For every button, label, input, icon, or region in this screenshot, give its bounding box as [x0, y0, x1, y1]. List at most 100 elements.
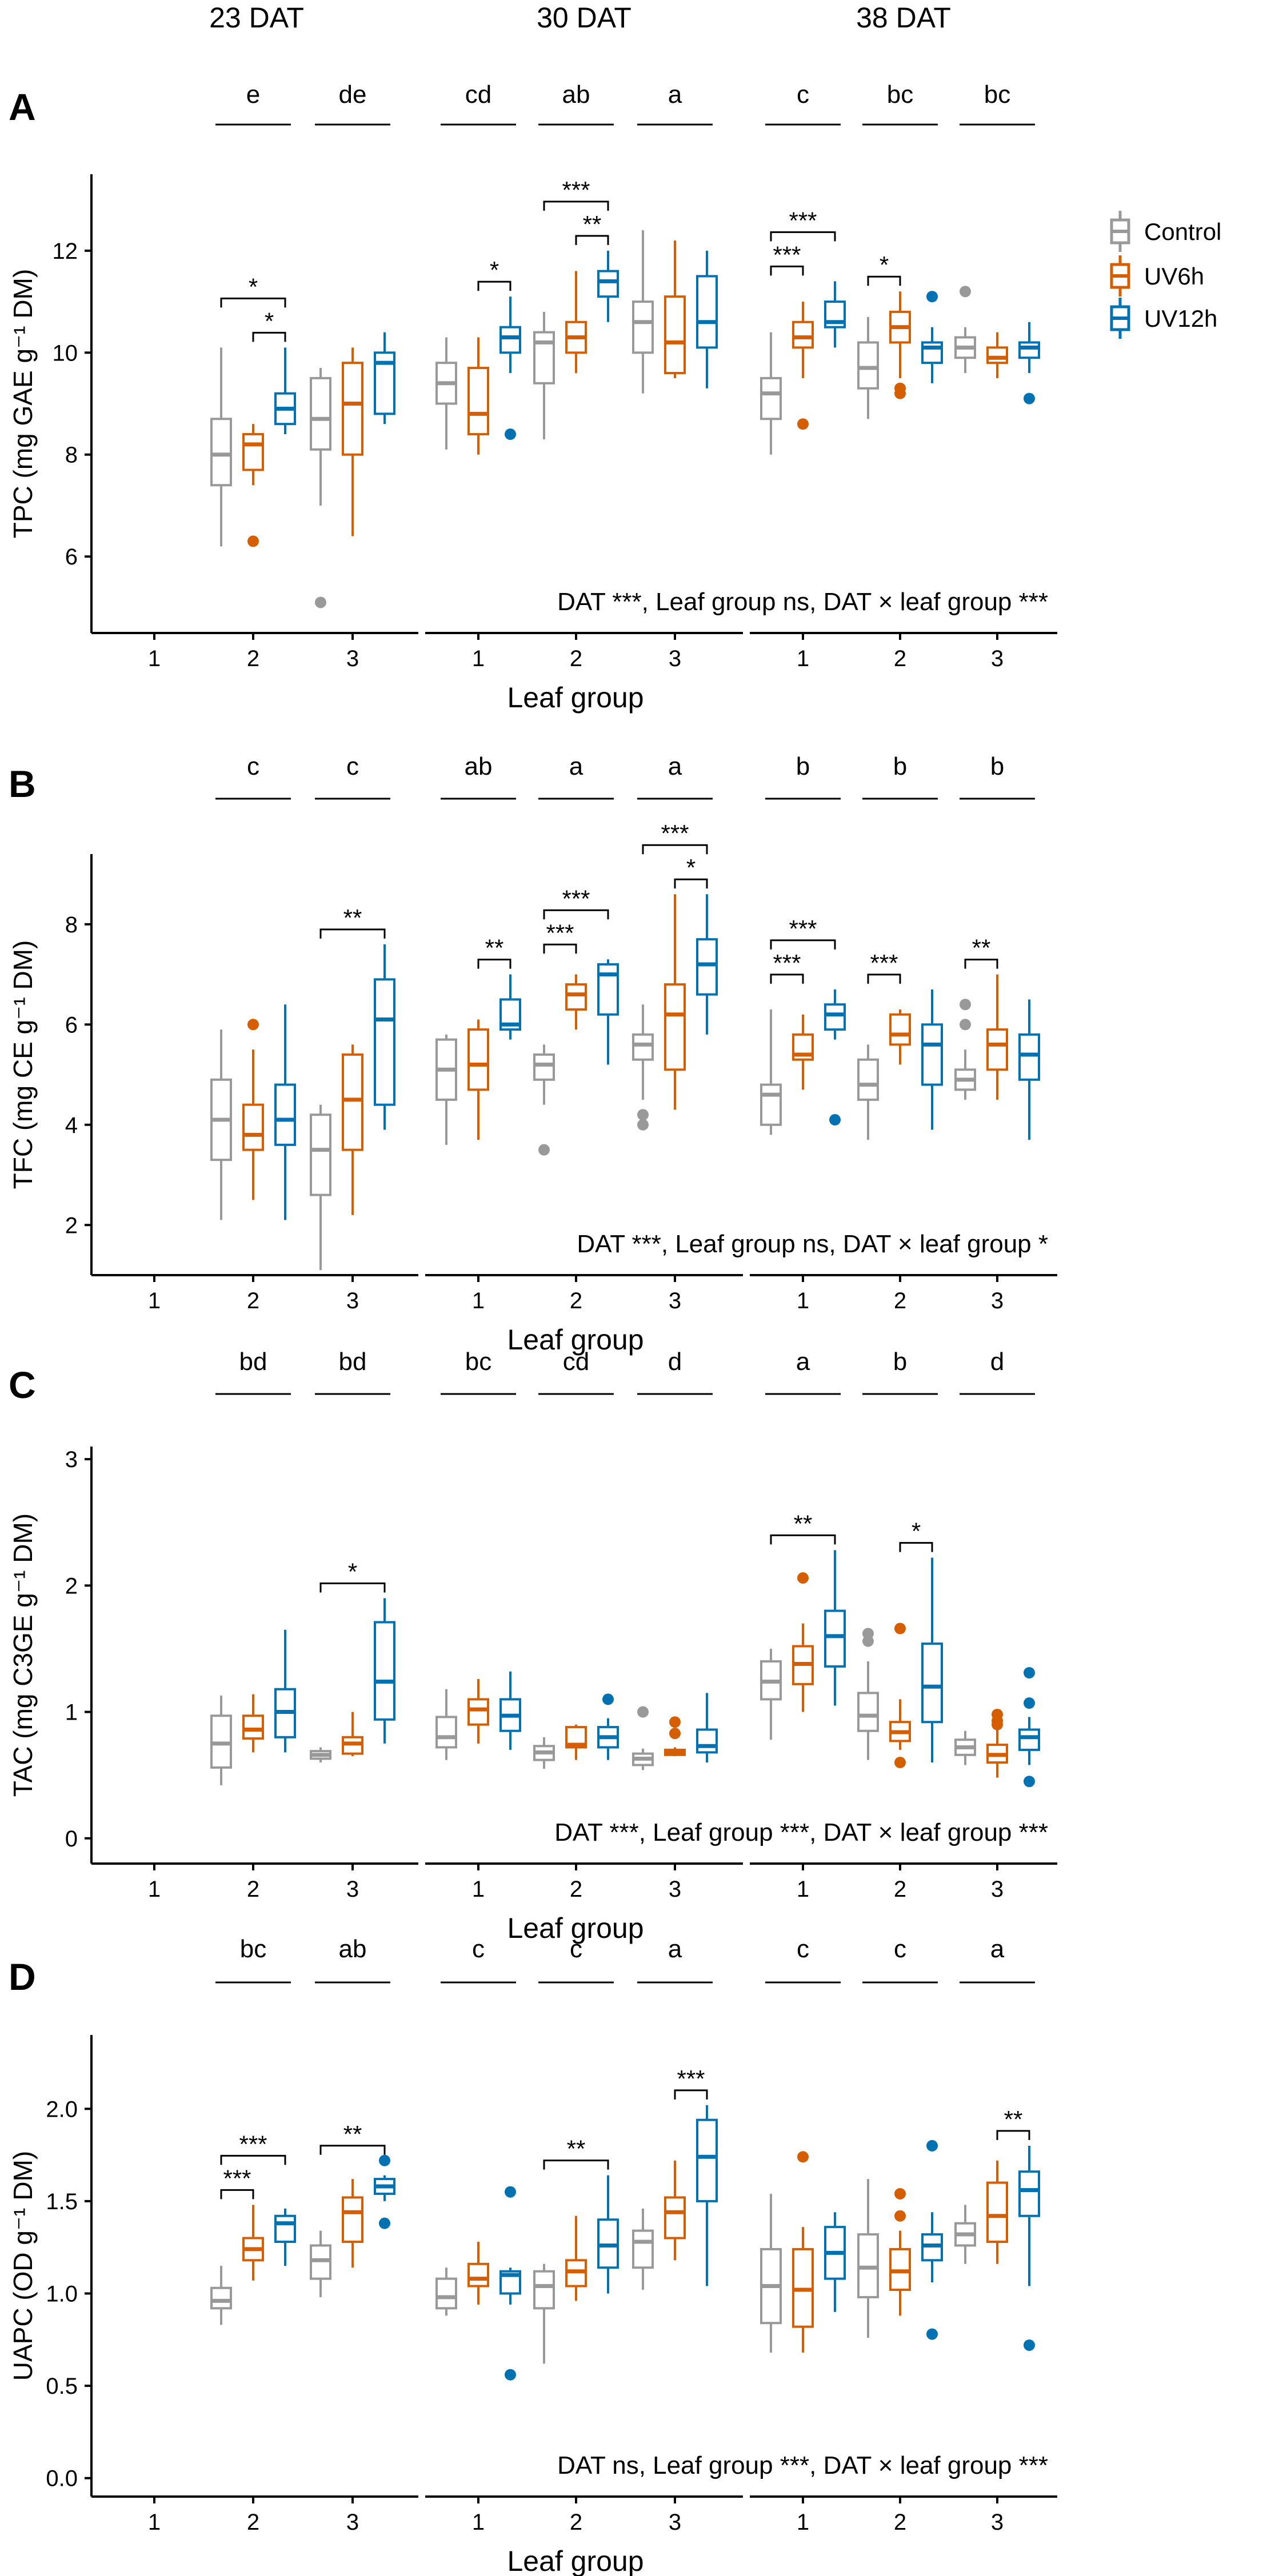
box-uv12h — [824, 281, 846, 348]
bracket-label: *** — [789, 207, 817, 234]
iqr-box — [374, 1621, 395, 1721]
x-tick-label: 3 — [991, 1877, 1004, 1902]
box-control — [533, 1737, 555, 1769]
outlier-point — [797, 418, 809, 430]
outlier-point — [960, 1019, 971, 1031]
significance-bracket: ** — [996, 2106, 1030, 2140]
x-tick-label: 2 — [570, 2510, 582, 2535]
box-uv6h — [792, 302, 814, 430]
bracket-label: *** — [870, 950, 898, 976]
y-tick-label: 2 — [65, 1213, 78, 1238]
x-tick-label: 3 — [346, 1877, 359, 1902]
iqr-box — [467, 2262, 489, 2287]
stats-annotation: DAT ns, Leaf group ***, DAT × leaf group… — [557, 2451, 1048, 2479]
bracket-line — [674, 878, 708, 889]
box-uv6h — [986, 974, 1008, 1100]
iqr-box — [760, 1083, 782, 1126]
box-control — [954, 286, 976, 373]
bracket-line — [477, 281, 511, 291]
significance-letter: a — [796, 1348, 810, 1376]
significance-bracket: *** — [642, 820, 708, 855]
bracket-line — [319, 928, 386, 939]
iqr-box — [632, 1033, 654, 1061]
y-tick-label: 3 — [65, 1447, 78, 1472]
significance-bracket: * — [477, 257, 511, 291]
y-tick-label: 1.5 — [46, 2189, 78, 2214]
significance-letter: c — [894, 1935, 906, 1963]
box-uv6h — [889, 1009, 911, 1065]
outlier-point — [829, 1114, 841, 1126]
outlier-point — [894, 1757, 906, 1769]
box-uv12h — [274, 1629, 296, 1753]
box-uv12h — [274, 347, 296, 435]
significance-letter: bd — [239, 1348, 267, 1376]
iqr-box — [1018, 1728, 1040, 1751]
iqr-box — [310, 376, 331, 451]
box-uv12h — [824, 1550, 846, 1706]
box-uv6h — [242, 1019, 264, 1200]
x-tick-label: 2 — [570, 1288, 582, 1313]
group-2-3: d — [632, 1348, 718, 1770]
x-tick-label: 1 — [148, 646, 161, 671]
box-uv6h — [792, 1572, 814, 1712]
bracket-label: *** — [773, 950, 801, 976]
iqr-box — [632, 2229, 654, 2269]
iqr-box — [274, 1083, 296, 1146]
significance-bracket: ** — [319, 904, 386, 939]
box-uv6h — [242, 2205, 264, 2281]
x-axis-title: Leaf group — [507, 1912, 644, 1944]
bracket-line — [543, 201, 609, 211]
box-control — [954, 999, 976, 1100]
y-axis-label: TFC (mg CE g⁻¹ DM) — [8, 940, 38, 1189]
stats-annotation: DAT ***, Leaf group ns, DAT × leaf group… — [557, 588, 1048, 616]
outlier-point — [797, 1572, 809, 1584]
y-tick-label: 6 — [65, 544, 78, 570]
iqr-box — [342, 1053, 363, 1151]
bracket-label: * — [265, 307, 274, 334]
iqr-box — [435, 1716, 457, 1749]
x-axis-title: Leaf group — [507, 2545, 644, 2576]
outlier-point — [1024, 392, 1035, 404]
bracket-label: * — [880, 251, 889, 278]
significance-letter: cd — [563, 1348, 589, 1376]
significance-letter: d — [668, 1348, 682, 1376]
box-uv6h — [889, 2188, 911, 2316]
x-tick-label: 3 — [669, 1877, 681, 1902]
x-axis-title: Leaf group — [507, 1324, 644, 1356]
stats-annotation: DAT ***, Leaf group ***, DAT × leaf grou… — [554, 1818, 1048, 1846]
box-uv12h — [696, 250, 718, 388]
group-3-2: b *** — [857, 752, 943, 1140]
y-tick-label: 4 — [65, 1113, 78, 1138]
box-control — [632, 1706, 654, 1770]
outlier-point — [538, 1144, 550, 1156]
outlier-point — [926, 2140, 938, 2152]
significance-bracket: *** — [543, 885, 609, 920]
bracket-label: *** — [661, 820, 689, 847]
significance-letter: a — [668, 81, 682, 109]
outlier-point — [1024, 1776, 1035, 1788]
iqr-box — [499, 326, 521, 354]
iqr-box — [1018, 2170, 1040, 2217]
outlier-point — [669, 1716, 681, 1728]
iqr-box — [857, 1058, 879, 1101]
legend-item-uv12h: UV12h — [1110, 298, 1217, 339]
box-control — [760, 1648, 782, 1740]
bracket-label: * — [249, 273, 258, 300]
group-3-2: bc * — [857, 81, 943, 419]
box-control — [632, 1004, 654, 1131]
box-uv12h — [921, 1557, 943, 1763]
significance-bracket: ** — [543, 2136, 609, 2170]
significance-bracket: ** — [477, 935, 511, 969]
bracket-label: ** — [794, 1510, 813, 1537]
panel-c: C 0 1 2 3 TAC (mg C3GE g⁻¹ DM) 1 2 3 1 2 3 1 2 3 Leaf g… — [8, 1348, 1057, 1944]
box-control — [533, 1044, 555, 1156]
box-control — [210, 2266, 232, 2325]
box-control — [435, 337, 457, 450]
group-3-3: d — [954, 1348, 1040, 1788]
iqr-box — [210, 2286, 232, 2310]
group-1-2: bc *** *** — [210, 1935, 296, 2325]
box-uv6h — [664, 894, 686, 1110]
box-uv12h — [499, 297, 521, 440]
x-tick-label: 1 — [797, 1877, 809, 1902]
y-axis-label: UAPC (OD g⁻¹ DM) — [8, 2151, 38, 2381]
